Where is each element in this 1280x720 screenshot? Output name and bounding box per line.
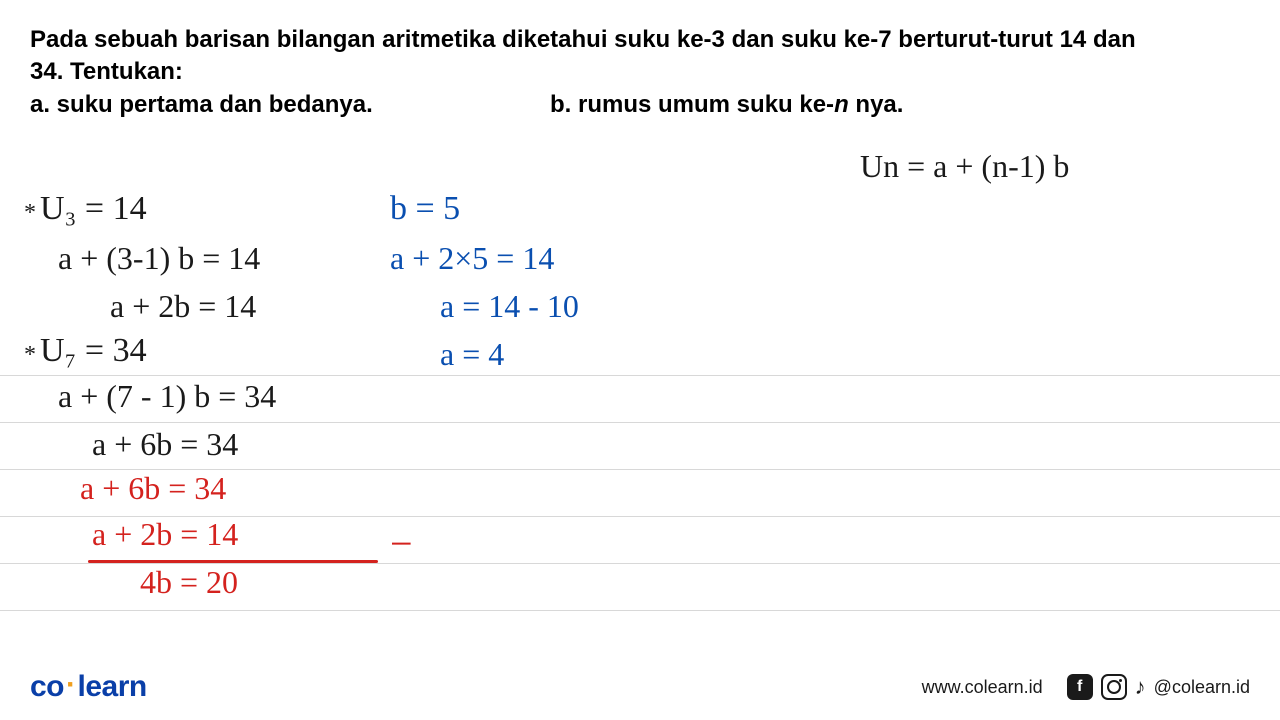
asterisk-icon: * [24, 200, 36, 227]
work-a25: a + 2×5 = 14 [390, 240, 554, 277]
work-a1410: a = 14 - 10 [440, 288, 579, 325]
formula-un: Un = a + (n-1) b [860, 148, 1069, 185]
logo-learn: learn [78, 670, 147, 703]
work-a6b: a + 6b = 34 [92, 426, 238, 463]
red-minus: − [390, 520, 413, 567]
social-handle: @colearn.id [1154, 677, 1250, 698]
colearn-logo: co·learn [30, 670, 147, 704]
footer-right: www.colearn.id f ♪ @colearn.id [922, 674, 1250, 700]
question-part-b: b. rumus umum suku ke-n nya. [550, 89, 1250, 121]
question-line-1: Pada sebuah barisan bilangan aritmetika … [30, 24, 1250, 56]
facebook-icon: f [1067, 674, 1093, 700]
red-result: 4b = 20 [140, 564, 238, 601]
social-icons: f ♪ @colearn.id [1067, 674, 1250, 700]
part-b-var: n [834, 91, 849, 118]
footer-url: www.colearn.id [922, 677, 1043, 698]
work-a4: a = 4 [440, 336, 504, 373]
red-eq2: a + 2b = 14 [92, 516, 238, 553]
red-underline [88, 560, 378, 563]
ruled-line [0, 610, 1280, 657]
question-part-a: a. suku pertama dan bedanya. [30, 89, 510, 121]
part-b-suffix: nya. [849, 91, 904, 118]
work-a2b: a + 2b = 14 [110, 288, 256, 325]
question-block: Pada sebuah barisan bilangan aritmetika … [30, 24, 1250, 121]
asterisk-icon: * [24, 342, 36, 369]
work-a7: a + (7 - 1) b = 34 [58, 378, 276, 415]
part-b-prefix: b. rumus umum suku ke- [550, 91, 834, 118]
logo-dot-icon: · [64, 668, 78, 701]
instagram-icon [1101, 674, 1127, 700]
work-u3: U₃ = 14 [40, 190, 147, 228]
question-line-2: 34. Tentukan: [30, 56, 1250, 88]
logo-co: co [30, 670, 64, 703]
tiktok-icon: ♪ [1135, 674, 1146, 700]
red-eq1: a + 6b = 34 [80, 470, 226, 507]
footer: co·learn www.colearn.id f ♪ @colearn.id [30, 670, 1250, 704]
work-a3: a + (3-1) b = 14 [58, 240, 260, 277]
work-b5: b = 5 [390, 190, 460, 228]
work-u7: U₇ = 34 [40, 332, 147, 370]
